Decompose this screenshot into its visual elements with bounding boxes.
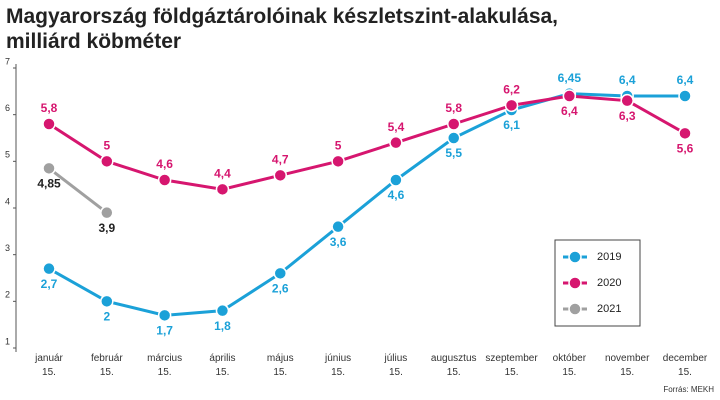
data-label: 6,45 — [558, 71, 582, 85]
data-point — [389, 173, 403, 187]
y-tick-label: 2 — [5, 290, 10, 300]
y-tick-label: 5 — [5, 150, 10, 160]
data-point — [273, 266, 288, 281]
data-point — [331, 219, 345, 234]
x-tick-label: január 15. — [35, 353, 63, 378]
x-tick-label: április 15. — [209, 353, 236, 378]
chart-title: Magyarország földgáztárolóinak készletsz… — [6, 5, 559, 53]
legend-label: 2020 — [597, 277, 621, 289]
x-tick-label: július 15. — [384, 353, 408, 378]
data-label: 4,6 — [156, 157, 173, 171]
legend-marker — [568, 250, 582, 264]
data-point — [157, 308, 172, 323]
data-label: 5 — [335, 139, 342, 153]
data-label: 5,8 — [41, 101, 58, 115]
data-point — [620, 93, 634, 108]
data-label: 6,4 — [561, 104, 578, 118]
y-tick-label: 6 — [5, 103, 10, 113]
data-point — [504, 98, 519, 113]
data-point — [100, 205, 114, 220]
data-point — [389, 135, 403, 150]
series-line — [48, 92, 685, 317]
data-point — [42, 117, 56, 131]
data-label: 6,4 — [677, 73, 694, 87]
data-point — [100, 154, 114, 169]
series-line — [48, 167, 108, 214]
x-tick-label: augusztus 15. — [430, 353, 477, 378]
data-point — [678, 89, 692, 103]
data-point — [215, 303, 230, 318]
source: Forrás: MEKH — [663, 385, 714, 394]
data-point — [562, 89, 577, 103]
data-label: 4,4 — [214, 167, 231, 181]
data-label: 2,6 — [272, 282, 289, 296]
data-point — [100, 294, 114, 309]
data-label: 1,8 — [214, 319, 231, 333]
legend-label: 2019 — [597, 251, 621, 263]
data-label: 6,2 — [503, 83, 520, 97]
data-label: 6,3 — [619, 109, 636, 123]
x-tick-label: december 15. — [662, 353, 708, 378]
data-label: 4,6 — [388, 188, 405, 202]
x-tick-label: május 15. — [266, 353, 294, 378]
data-label: 6,1 — [503, 118, 520, 132]
data-point — [273, 168, 288, 183]
data-label: 3,6 — [330, 235, 347, 249]
y-tick-label: 4 — [5, 196, 10, 206]
data-label: 2,7 — [41, 277, 58, 291]
data-label: 4,85 — [37, 177, 61, 191]
legend-marker — [568, 276, 582, 290]
y-tick-label: 7 — [5, 56, 10, 66]
data-label: 5,5 — [445, 146, 462, 160]
data-point — [446, 131, 461, 145]
legend-marker — [568, 302, 582, 316]
data-label: 5 — [103, 139, 110, 153]
data-point — [215, 182, 230, 197]
x-tick-label: március 15. — [147, 353, 183, 378]
data-point — [678, 126, 692, 141]
data-label: 1,7 — [156, 324, 173, 338]
data-point — [42, 161, 56, 176]
y-tick-label: 3 — [5, 243, 10, 253]
data-label: 4,7 — [272, 153, 289, 167]
data-label: 5,6 — [677, 142, 694, 156]
data-label: 6,4 — [619, 73, 636, 87]
x-tick-label: november 15. — [604, 353, 650, 378]
data-label: 5,8 — [445, 101, 462, 115]
x-tick-label: szeptember 15. — [485, 353, 538, 378]
series-line — [48, 94, 686, 191]
data-label: 5,4 — [388, 120, 405, 134]
x-tick-label: október 15. — [552, 353, 587, 378]
data-point — [446, 117, 461, 131]
legend-label: 2021 — [597, 303, 621, 315]
data-label: 3,9 — [98, 221, 115, 235]
y-tick-label: 1 — [5, 336, 10, 346]
data-point — [42, 261, 56, 276]
x-tick-label: június 15. — [325, 353, 352, 378]
data-point — [331, 154, 345, 169]
data-point — [157, 173, 172, 187]
x-tick-label: február 15. — [90, 353, 123, 378]
data-label: 2 — [103, 310, 110, 324]
